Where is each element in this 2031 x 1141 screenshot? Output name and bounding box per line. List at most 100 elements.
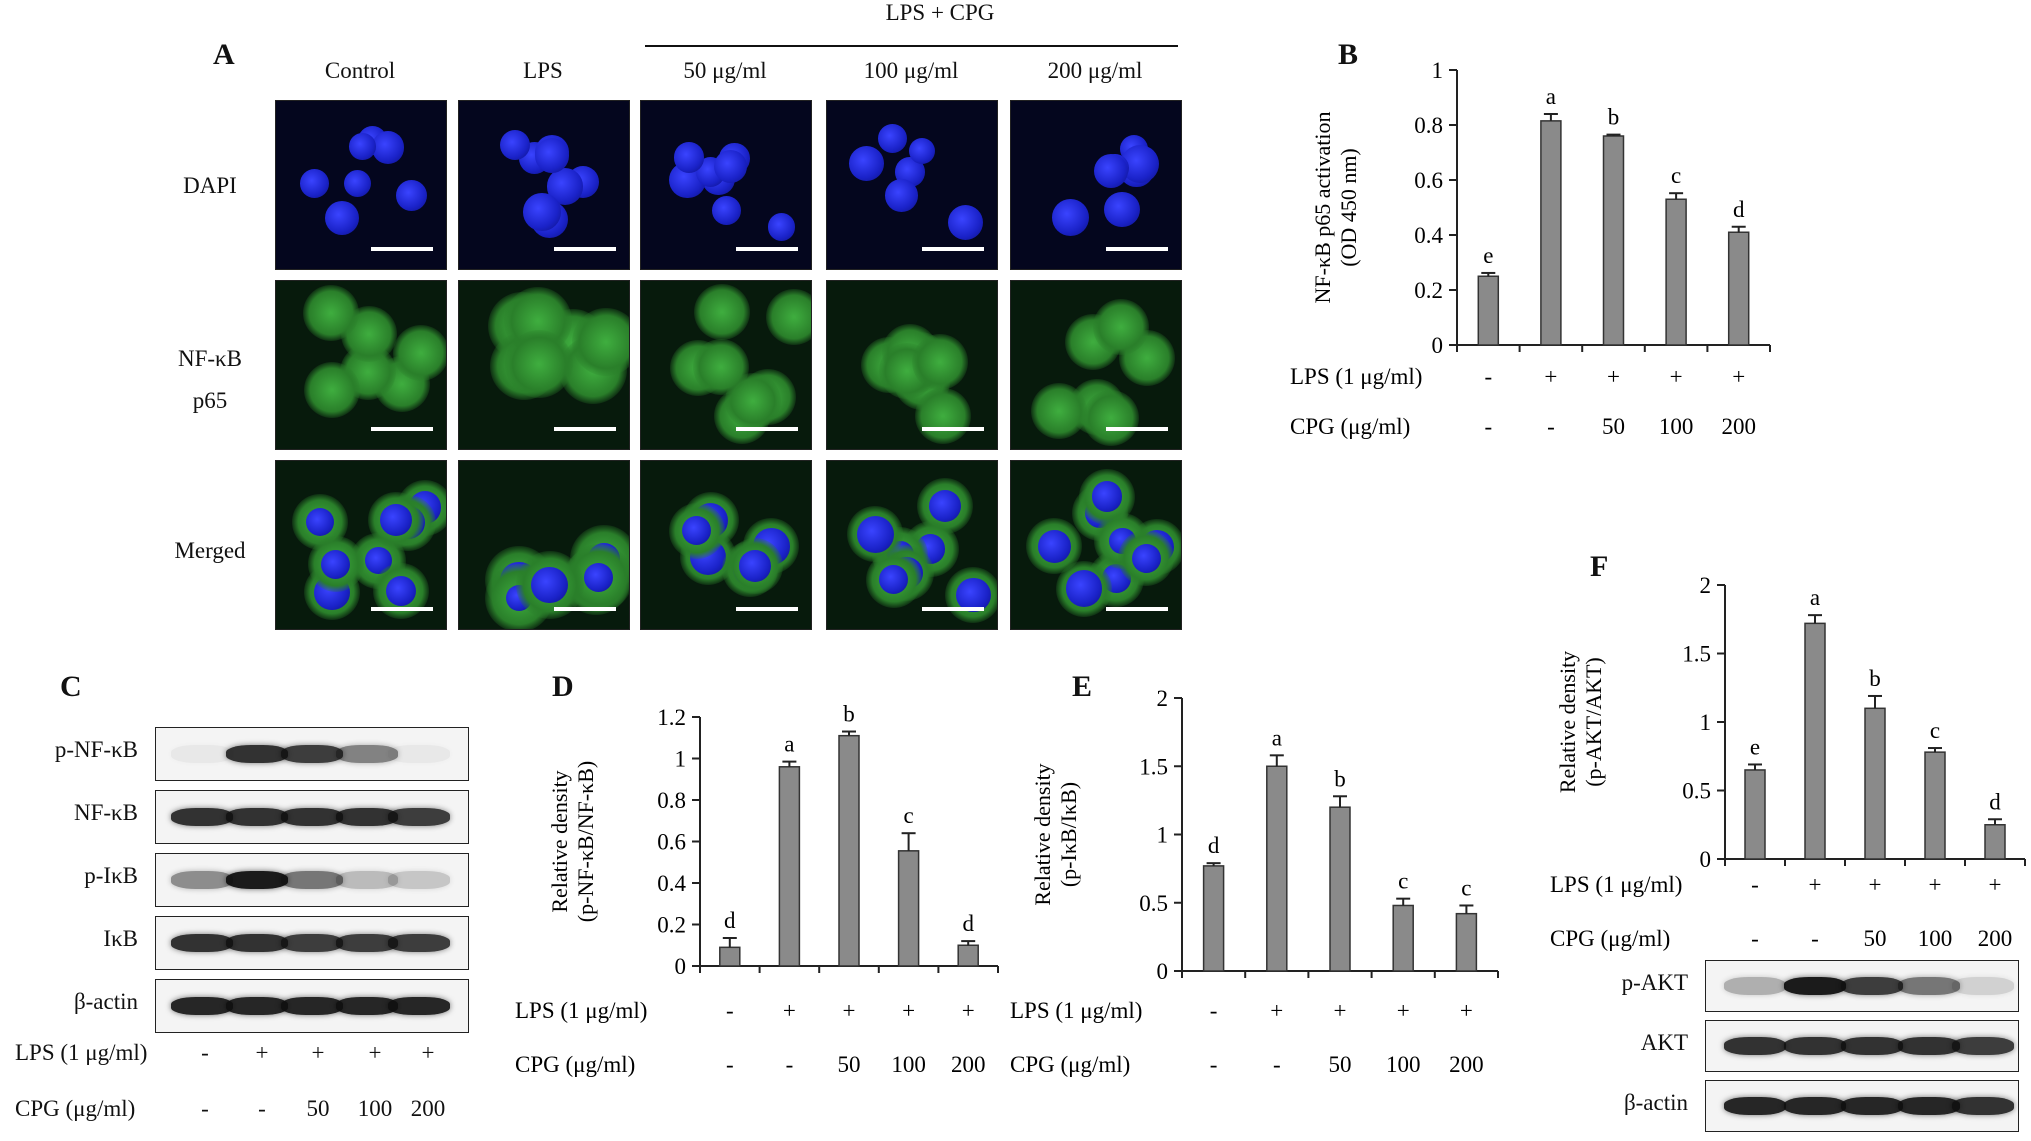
scale-bar (736, 427, 798, 431)
significance-letter: b (1869, 666, 1881, 691)
cytoplasm (915, 387, 972, 444)
bar (1864, 707, 1886, 860)
blot-band (336, 745, 398, 763)
treatment-value: 100 (1386, 1052, 1421, 1077)
treatment-value: + (421, 1040, 435, 1065)
blot-band (1784, 1097, 1846, 1115)
blot-band (226, 745, 288, 763)
significance-letter: e (1750, 734, 1760, 759)
treatment-value: + (1929, 872, 1942, 897)
blot-band (1841, 1097, 1903, 1115)
nucleus (681, 516, 712, 546)
treatment-value: + (962, 998, 975, 1023)
treatment-value: 50 (1329, 1052, 1352, 1077)
nucleus (956, 578, 991, 613)
treatment-value: 200 (1449, 1052, 1484, 1077)
treatment-value: - (726, 998, 734, 1023)
treatment-value: 50 (838, 1052, 861, 1077)
treatment-value: - (1751, 872, 1759, 897)
y-axis-label: (p-NF-κB/NF-κB) (573, 761, 598, 923)
blot-strip (155, 916, 469, 970)
treatment-value: + (1334, 998, 1347, 1023)
treatment-value: + (255, 1040, 269, 1065)
treatment-value: + (902, 998, 915, 1023)
blot-band (336, 934, 398, 952)
blot-band (1898, 977, 1960, 995)
blot-label: p-AKT (1621, 970, 1688, 995)
treatment-value: 200 (1978, 926, 2013, 951)
significance-letter: d (1208, 833, 1220, 858)
scale-bar (922, 247, 984, 251)
treatment-value: - (1210, 998, 1218, 1023)
treatment-value: 100 (1918, 926, 1953, 951)
blot-strip (1705, 1080, 2019, 1132)
treatment-value: - (258, 1096, 266, 1121)
scale-bar (371, 427, 433, 431)
y-tick-label: 0.4 (1414, 223, 1443, 248)
treatment-label: CPG (μg/ml) (515, 1052, 635, 1077)
significance-letter: b (1608, 105, 1620, 130)
treatment-label: CPG (μg/ml) (15, 1096, 136, 1121)
bar (1202, 865, 1225, 972)
nucleus (385, 575, 416, 606)
bar (1665, 198, 1687, 346)
treatment-value: + (783, 998, 796, 1023)
scale-bar (1106, 607, 1168, 611)
chart-e: 0 0.5 1 1.5 2 d a b c c Relative density (p-IκB/IκB… (1010, 686, 1499, 1077)
row-label: DAPI (183, 173, 237, 198)
bar (1266, 765, 1288, 972)
blot-band (1784, 1037, 1846, 1055)
nucleus (499, 129, 530, 161)
y-tick-label: 1.5 (1682, 642, 1711, 667)
chart-b: 0 0.2 0.4 0.6 0.8 1 e a b c d NF-κB p65 activation(… (1290, 58, 1771, 439)
panel-b-label: B (1338, 38, 1359, 71)
blot-band (1724, 977, 1786, 995)
blot-band (1952, 1037, 2014, 1055)
blot-label: p-IκB (84, 863, 138, 888)
micrograph-cell (1010, 100, 1182, 270)
bar (1727, 231, 1750, 346)
treatment-value: - (1273, 1052, 1281, 1077)
y-tick-label: 2 (1157, 686, 1169, 711)
cytoplasm (1092, 299, 1149, 356)
column-label: 200 μg/ml (1047, 58, 1143, 83)
cytoplasm (303, 362, 360, 419)
nucleus (856, 515, 894, 553)
bar (719, 946, 741, 967)
treatment-label: LPS (1 μg/ml) (15, 1040, 148, 1065)
y-tick-label: 0 (1157, 959, 1169, 984)
treatment-value: 100 (891, 1052, 926, 1077)
panel-e-label: E (1072, 670, 1093, 703)
nucleus (379, 504, 412, 537)
nucleus (928, 489, 962, 523)
blot-band (336, 808, 398, 826)
scale-bar (554, 247, 616, 251)
blot-band (388, 808, 450, 826)
treatment-label: LPS (1 μg/ml) (1550, 872, 1682, 897)
blot-band (226, 871, 288, 889)
significance-letter: d (1989, 789, 2001, 814)
significance-letter: c (1398, 869, 1408, 894)
y-tick-label: 0.2 (657, 913, 686, 938)
nucleus (712, 196, 741, 226)
micrograph-cell (640, 280, 812, 450)
cytoplasm (303, 285, 360, 342)
scale-bar (371, 247, 433, 251)
chart-f: 0 0.5 1 1.5 2 e a b c d Relative density (p-AKT/AKT… (1550, 573, 2026, 951)
blot-band (336, 871, 398, 889)
nucleus (534, 138, 570, 173)
treatment-value: + (1989, 872, 2002, 897)
treatment-value: + (1809, 872, 1822, 897)
nucleus (1065, 570, 1103, 608)
blot-strip (1705, 1020, 2019, 1072)
treatment-value: 200 (951, 1052, 986, 1077)
bar (838, 734, 860, 967)
treatment-value: - (201, 1040, 209, 1065)
micrograph-cell (640, 460, 812, 630)
nucleus (909, 137, 936, 164)
nucleus (349, 132, 377, 160)
blot-band (281, 745, 343, 763)
blot-band (1898, 1097, 1960, 1115)
blot-strip (155, 727, 469, 781)
nucleus (321, 549, 351, 579)
